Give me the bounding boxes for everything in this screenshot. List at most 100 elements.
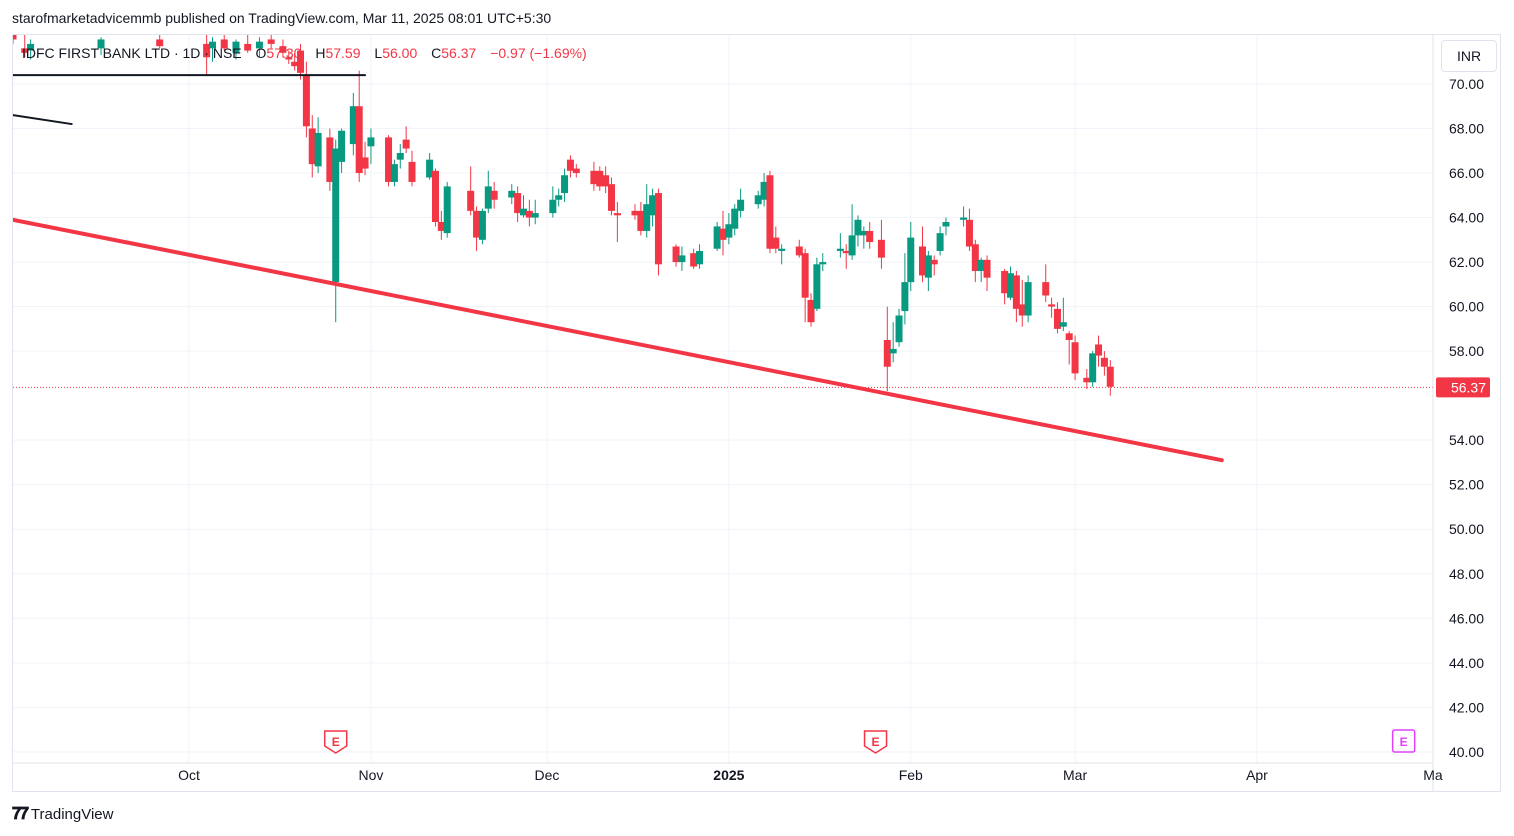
candle-body	[13, 35, 17, 40]
candle-body	[525, 210, 533, 218]
candle-body	[484, 186, 492, 209]
candle-body	[860, 230, 868, 236]
candle-body	[1012, 275, 1020, 309]
candle-body	[1024, 282, 1032, 316]
candle-body	[1100, 357, 1108, 367]
close-label: C	[431, 45, 442, 61]
candle-body	[367, 137, 375, 147]
candle-body	[608, 184, 616, 211]
candle-body	[631, 210, 639, 216]
time-tick-label: Ma	[1423, 767, 1443, 783]
earnings-marker[interactable]: E	[863, 730, 888, 754]
price-tick-label: 50.00	[1449, 521, 1484, 537]
candle-body	[854, 219, 862, 236]
close-value: 56.37	[441, 45, 477, 61]
candle-body	[866, 230, 874, 243]
price-tick-label: 52.00	[1449, 477, 1484, 493]
candle-body	[338, 130, 346, 162]
grid	[13, 35, 1434, 763]
candle-body	[819, 262, 827, 265]
candle-body	[27, 43, 35, 51]
candle-body	[408, 161, 416, 182]
candle-body	[766, 175, 774, 249]
candle-body	[848, 235, 856, 256]
candle-body	[754, 195, 762, 205]
candle-body	[291, 61, 299, 67]
candle-body	[1007, 273, 1015, 298]
last-price-badge	[1436, 377, 1490, 398]
candle-body	[772, 237, 780, 249]
candle-body	[877, 239, 885, 258]
last-price-text: 56.37	[1451, 379, 1486, 395]
price-tick-label: 58.00	[1449, 343, 1484, 359]
candle-body	[883, 340, 891, 367]
last-price-label: 56.37	[1436, 377, 1490, 398]
candle-body	[308, 128, 316, 165]
candle-body	[1071, 342, 1079, 374]
candle-body	[678, 255, 686, 263]
earnings-badge-icon	[863, 730, 888, 754]
time-tick-label: Apr	[1246, 767, 1268, 783]
candle-body	[813, 264, 821, 309]
candle-body	[807, 299, 815, 323]
candle-body	[649, 195, 657, 216]
price-tick-label: 68.00	[1449, 121, 1484, 137]
candle-body	[390, 164, 398, 182]
candle-body	[508, 190, 516, 198]
earnings-label: E	[1400, 735, 1408, 749]
candle-body	[431, 170, 439, 223]
high-value: 57.59	[325, 45, 361, 61]
candle-body	[97, 39, 105, 49]
price-tick-label: 60.00	[1449, 299, 1484, 315]
candle-body	[842, 250, 850, 254]
candle-body	[942, 222, 950, 227]
support-trendline	[13, 217, 1224, 463]
price-axis: 70.00 68.00 66.00 64.00 62.00 60.00 58.00 54.00…	[1432, 35, 1484, 791]
candle-body	[385, 137, 393, 182]
candle-body	[696, 250, 704, 265]
candle-body	[21, 48, 29, 53]
time-tick-label: Mar	[1063, 767, 1087, 783]
candle-body	[1106, 366, 1114, 387]
price-tick-label: 40.00	[1449, 744, 1484, 760]
candle-body	[613, 213, 621, 216]
candle-body	[555, 195, 563, 200]
candle-body	[919, 246, 927, 276]
candle-body	[349, 106, 357, 145]
time-tick-label: 2025	[713, 767, 744, 783]
candle-body	[672, 246, 680, 263]
candle-body	[1048, 304, 1056, 307]
candle-body	[519, 208, 527, 216]
time-tick-label: Oct	[178, 767, 200, 783]
price-tick-label: 66.00	[1449, 165, 1484, 181]
low-label: L	[374, 45, 383, 61]
candle-body	[566, 159, 574, 171]
candle-body	[936, 233, 944, 251]
earnings-badge-icon	[323, 730, 348, 754]
candle-body	[297, 50, 305, 73]
tradingview-logo[interactable]: 𝟕𝟕 TradingView	[12, 804, 113, 824]
earnings-marker[interactable]: E	[1391, 729, 1416, 753]
candle-body	[302, 75, 310, 127]
candle-body	[643, 204, 651, 231]
earnings-marker[interactable]: E	[323, 730, 348, 754]
currency-button[interactable]: INR	[1441, 40, 1497, 72]
candle-body	[965, 219, 973, 247]
candle-body	[443, 186, 451, 234]
candle-body	[531, 213, 539, 218]
candle-body	[977, 259, 985, 271]
candle-body	[156, 39, 164, 47]
candle-body	[478, 210, 486, 240]
candle-body	[220, 39, 228, 49]
change-value: −0.97 (−1.69%)	[490, 45, 587, 61]
candle-body	[314, 132, 322, 167]
candle-body	[960, 217, 968, 220]
candle-body	[332, 148, 340, 283]
candle-body	[907, 237, 915, 283]
candle-body	[279, 46, 287, 53]
chart-frame	[12, 34, 1501, 792]
candle-body	[1053, 308, 1061, 329]
candle-body	[1059, 322, 1067, 327]
publisher-line: starofmarketadvicemmb published on Tradi…	[12, 10, 552, 26]
